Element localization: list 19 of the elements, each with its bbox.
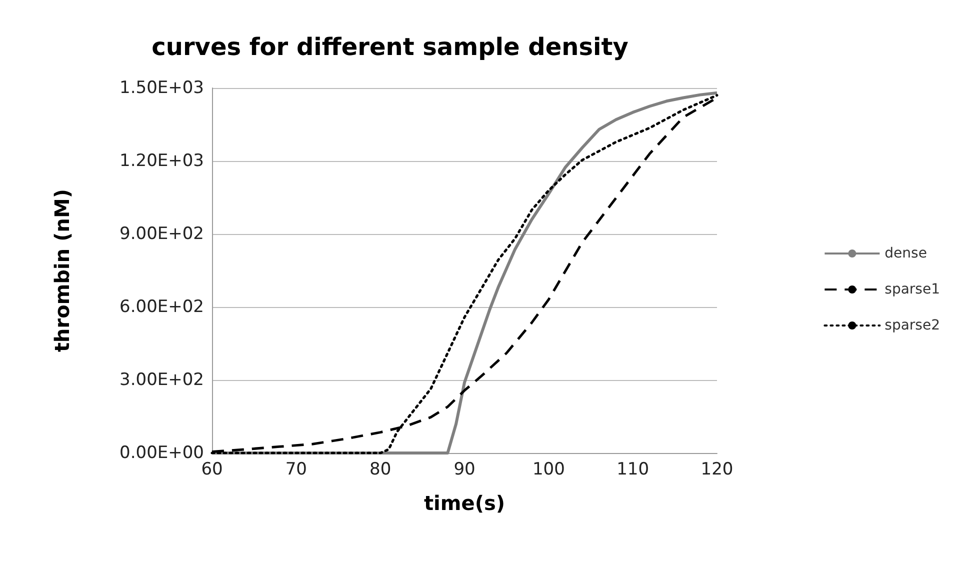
x-tick-label: 110 (616, 460, 650, 480)
x-tick-label: 60 (201, 460, 223, 480)
y-axis-title: thrombin (nM) (50, 188, 74, 352)
y-tick-label: 0.00E+00 (120, 443, 204, 463)
x-tick-label: 80 (370, 460, 392, 480)
y-tick-label: 9.00E+02 (120, 224, 204, 244)
y-tick-label: 1.50E+03 (120, 78, 204, 98)
y-tick-label: 3.00E+02 (120, 370, 204, 390)
y-tick-label: 6.00E+02 (120, 297, 204, 317)
x-tick-label: 120 (700, 460, 734, 480)
legend-label: sparse1 (884, 282, 940, 298)
x-tick-label: 70 (285, 460, 307, 480)
legend-label: sparse2 (884, 318, 940, 334)
x-tick-label: 100 (532, 460, 565, 480)
chart-title: curves for different sample density (152, 33, 629, 61)
x-axis-title: time(s) (424, 491, 506, 515)
y-tick-label: 1.20E+03 (120, 151, 204, 171)
legend-label: dense (884, 246, 927, 262)
x-tick-label: 90 (454, 460, 476, 480)
